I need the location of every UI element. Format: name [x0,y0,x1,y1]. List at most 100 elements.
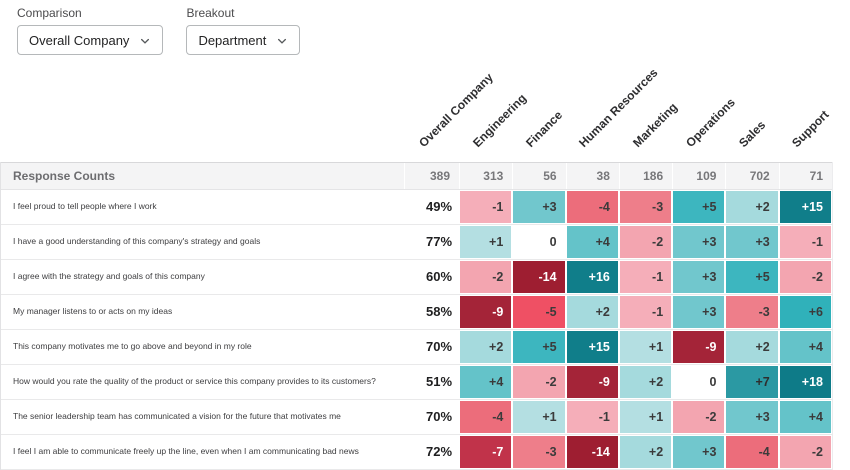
heatmap-cell-operations: 0 [672,365,726,399]
heatmap-cell-marketing: +2 [618,365,673,399]
heatmap-cell-engineering: -7 [459,435,513,469]
response-count-marketing: 186 [618,163,672,189]
heatmap-cell-finance: +3 [512,190,566,224]
heatmap-cell-marketing: -2 [618,225,673,259]
heatmap-cell-human-resources: +16 [565,260,619,294]
question-label: How would you rate the quality of the pr… [13,376,376,386]
heatmap-cell-sales: +2 [725,330,779,364]
question-row: I feel proud to tell people where I work… [1,190,832,225]
overall-score: 51% [426,374,453,389]
heatmap-cell-support: +4 [778,400,832,434]
question-row: The senior leadership team has communica… [1,400,832,435]
overall-score: 70% [426,409,453,424]
heatmap-cell-support: +6 [778,295,832,329]
heatmap-cell-sales: -4 [725,435,779,469]
breakout-control: Breakout Department [186,6,301,55]
heatmap-cell-marketing: +1 [618,400,673,434]
heatmap-cell-operations: -9 [672,330,726,364]
column-header-sales: Sales [736,117,769,150]
heatmap-cell-sales: +5 [725,260,779,294]
heatmap-cell-finance: -3 [512,435,566,469]
heatmap-cell-human-resources: +15 [565,330,619,364]
response-count-operations: 109 [672,163,725,189]
question-row: I agree with the strategy and goals of t… [1,260,832,295]
column-header-finance: Finance [523,108,565,150]
heatmap-cell-operations: +3 [672,435,726,469]
question-label: My manager listens to or acts on my idea… [13,306,173,316]
heatmap-cell-engineering: +2 [459,330,513,364]
question-row: How would you rate the quality of the pr… [1,365,832,400]
heatmap-cell-sales: +3 [725,225,779,259]
comparison-value: Overall Company [29,32,130,48]
heatmap-cell-support: -2 [778,435,832,469]
response-count-overall-company: 389 [404,163,459,189]
chevron-down-icon [139,35,151,47]
comparison-control: Comparison Overall Company [17,6,164,55]
heatmap-cell-engineering: -1 [459,190,513,224]
heatmap-cell-human-resources: +2 [565,295,619,329]
question-label: I feel proud to tell people where I work [13,201,157,211]
response-count-sales: 702 [725,163,778,189]
filter-controls: Comparison Overall Company Breakout Depa… [17,6,301,55]
heatmap-cell-engineering: -4 [459,400,513,434]
heatmap-cell-human-resources: -14 [565,435,619,469]
breakout-dropdown[interactable]: Department [186,25,301,55]
overall-score: 70% [426,339,453,354]
heatmap-cell-support: +15 [778,190,832,224]
heatmap-cell-engineering: +1 [459,225,513,259]
question-row: My manager listens to or acts on my idea… [1,295,832,330]
response-count-finance: 56 [512,163,565,189]
question-label: I have a good understanding of this comp… [13,236,261,246]
response-counts-row: Response Counts 389 313 56 38 186 109 702 71 [1,162,832,190]
column-header-support: Support [789,107,832,150]
heatmap-cell-marketing: -3 [618,190,673,224]
heatmap-cell-engineering: -2 [459,260,513,294]
breakout-label: Breakout [186,6,235,20]
heatmap-cell-engineering: -9 [459,295,513,329]
column-header-marketing: Marketing [629,100,680,150]
question-row: This company motivates me to go above an… [1,330,832,365]
heatmap-cell-operations: -2 [672,400,726,434]
comparison-dropdown[interactable]: Overall Company [17,25,164,55]
heatmap-cell-sales: +3 [725,400,779,434]
heatmap-cell-support: -1 [778,225,832,259]
heatmap-cell-support: -2 [778,260,832,294]
heatmap-cell-human-resources: -9 [565,365,619,399]
overall-score: 72% [426,444,453,459]
question-label: The senior leadership team has communica… [13,411,341,421]
heatmap-cell-human-resources: -4 [565,190,619,224]
overall-score: 58% [426,304,453,319]
heatmap-table: Response Counts 389 313 56 38 186 109 702 71 I … [0,162,833,470]
question-row: I have a good understanding of this comp… [1,225,832,260]
heatmap-cell-sales: +2 [725,190,779,224]
heatmap-cell-human-resources: +4 [565,225,619,259]
heatmap-cell-operations: +3 [672,225,726,259]
question-label: This company motivates me to go above an… [13,341,252,351]
column-headers: Overall Company Engineering Finance Human R… [0,58,850,162]
question-label: I agree with the strategy and goals of t… [13,271,205,281]
question-row: I feel I am able to communicate freely u… [1,435,832,470]
column-header-engineering: Engineering [469,91,529,150]
heatmap-cell-marketing: +1 [618,330,673,364]
heatmap-cell-finance: -14 [512,260,566,294]
response-count-human-resources: 38 [565,163,619,189]
response-counts-label: Response Counts [13,169,116,183]
comparison-label: Comparison [17,6,82,20]
heatmap-cell-sales: -3 [725,295,779,329]
question-rows: I feel proud to tell people where I work… [1,190,832,470]
heatmap-cell-sales: +7 [725,365,779,399]
heatmap-cell-marketing: -1 [618,295,673,329]
overall-score: 77% [426,234,453,249]
question-label: I feel I am able to communicate freely u… [13,446,359,456]
heatmap-cell-engineering: +4 [459,365,513,399]
heatmap-cell-human-resources: -1 [565,400,619,434]
column-header-operations: Operations [682,95,738,150]
heatmap-cell-finance: -2 [512,365,566,399]
heatmap-cell-finance: +1 [512,400,566,434]
breakout-value: Department [198,32,267,48]
heatmap-cell-operations: +3 [672,260,726,294]
heatmap-cell-support: +4 [778,330,832,364]
heatmap-cell-marketing: +2 [618,435,673,469]
heatmap-cell-finance: 0 [512,225,566,259]
